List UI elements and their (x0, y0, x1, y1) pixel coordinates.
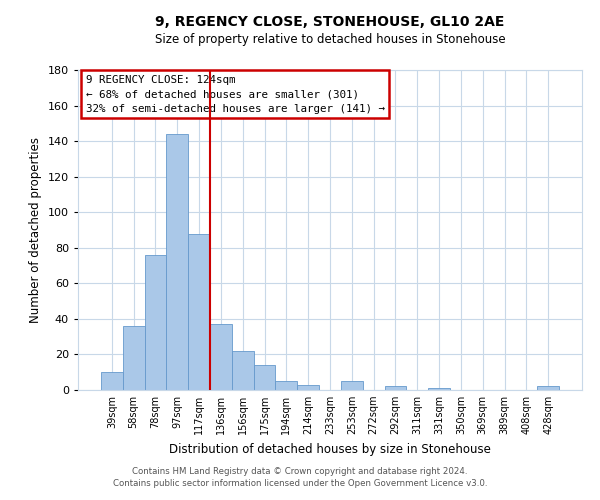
Bar (297, 384, 319, 390)
Text: Size of property relative to detached houses in Stonehouse: Size of property relative to detached ho… (155, 32, 505, 46)
Bar (145, 255, 166, 390)
X-axis label: Distribution of detached houses by size in Stonehouse: Distribution of detached houses by size … (169, 442, 491, 456)
Bar (232, 351, 254, 390)
Bar (101, 372, 123, 390)
Bar (275, 381, 297, 390)
Bar (123, 326, 145, 390)
Text: 9, REGENCY CLOSE, STONEHOUSE, GL10 2AE: 9, REGENCY CLOSE, STONEHOUSE, GL10 2AE (155, 15, 505, 29)
Bar (428, 388, 450, 390)
Text: 9 REGENCY CLOSE: 124sqm
← 68% of detached houses are smaller (301)
32% of semi-d: 9 REGENCY CLOSE: 124sqm ← 68% of detache… (86, 75, 385, 114)
Bar (210, 324, 232, 390)
Y-axis label: Number of detached properties: Number of detached properties (29, 137, 42, 323)
Bar (166, 134, 188, 390)
Bar (341, 381, 363, 390)
Text: Contains HM Land Registry data © Crown copyright and database right 2024.
Contai: Contains HM Land Registry data © Crown c… (113, 466, 487, 487)
Bar (188, 234, 210, 390)
Bar (385, 386, 406, 390)
Bar (537, 386, 559, 390)
Bar (254, 365, 275, 390)
